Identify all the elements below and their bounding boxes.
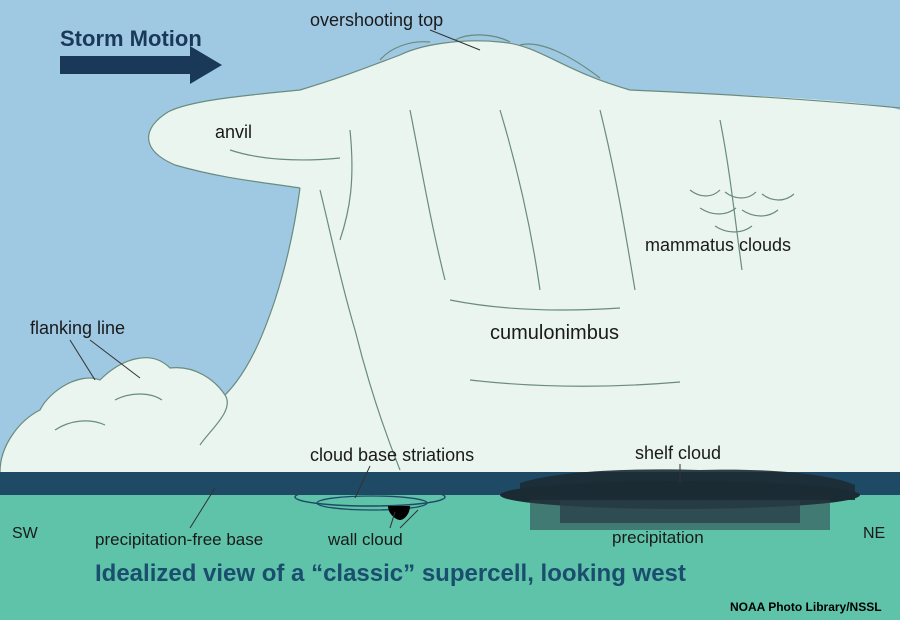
leader-flanking_line — [90, 340, 140, 378]
label-mammatus: mammatus clouds — [645, 235, 791, 256]
label-flanking_line: flanking line — [30, 318, 125, 339]
label-anvil: anvil — [215, 122, 252, 143]
leader-cloud_base_striations — [355, 466, 370, 498]
caption: Idealized view of a “classic” supercell,… — [95, 560, 686, 588]
label-wall_cloud: wall cloud — [328, 530, 403, 550]
leader-overshooting_top — [430, 30, 480, 50]
leader-precip_free_base — [190, 488, 215, 528]
leader-flanking_line — [70, 340, 95, 380]
leader-wall_cloud — [390, 512, 395, 528]
label-cumulonimbus: cumulonimbus — [490, 322, 619, 345]
label-precip_free_base: precipitation-free base — [95, 530, 263, 550]
label-cloud_base_striations: cloud base striations — [310, 445, 474, 466]
diagram-canvas: Storm Motion overshooting topanvilmammat… — [0, 0, 900, 620]
label-shelf_cloud: shelf cloud — [635, 443, 721, 464]
label-overshooting_top: overshooting top — [310, 10, 443, 31]
label-ne: NE — [863, 525, 885, 543]
attribution: NOAA Photo Library/NSSL — [730, 600, 882, 614]
leader-wall_cloud — [400, 510, 418, 528]
label-sw: SW — [12, 525, 38, 543]
label-precipitation: precipitation — [612, 528, 704, 548]
leader-lines — [0, 0, 900, 620]
